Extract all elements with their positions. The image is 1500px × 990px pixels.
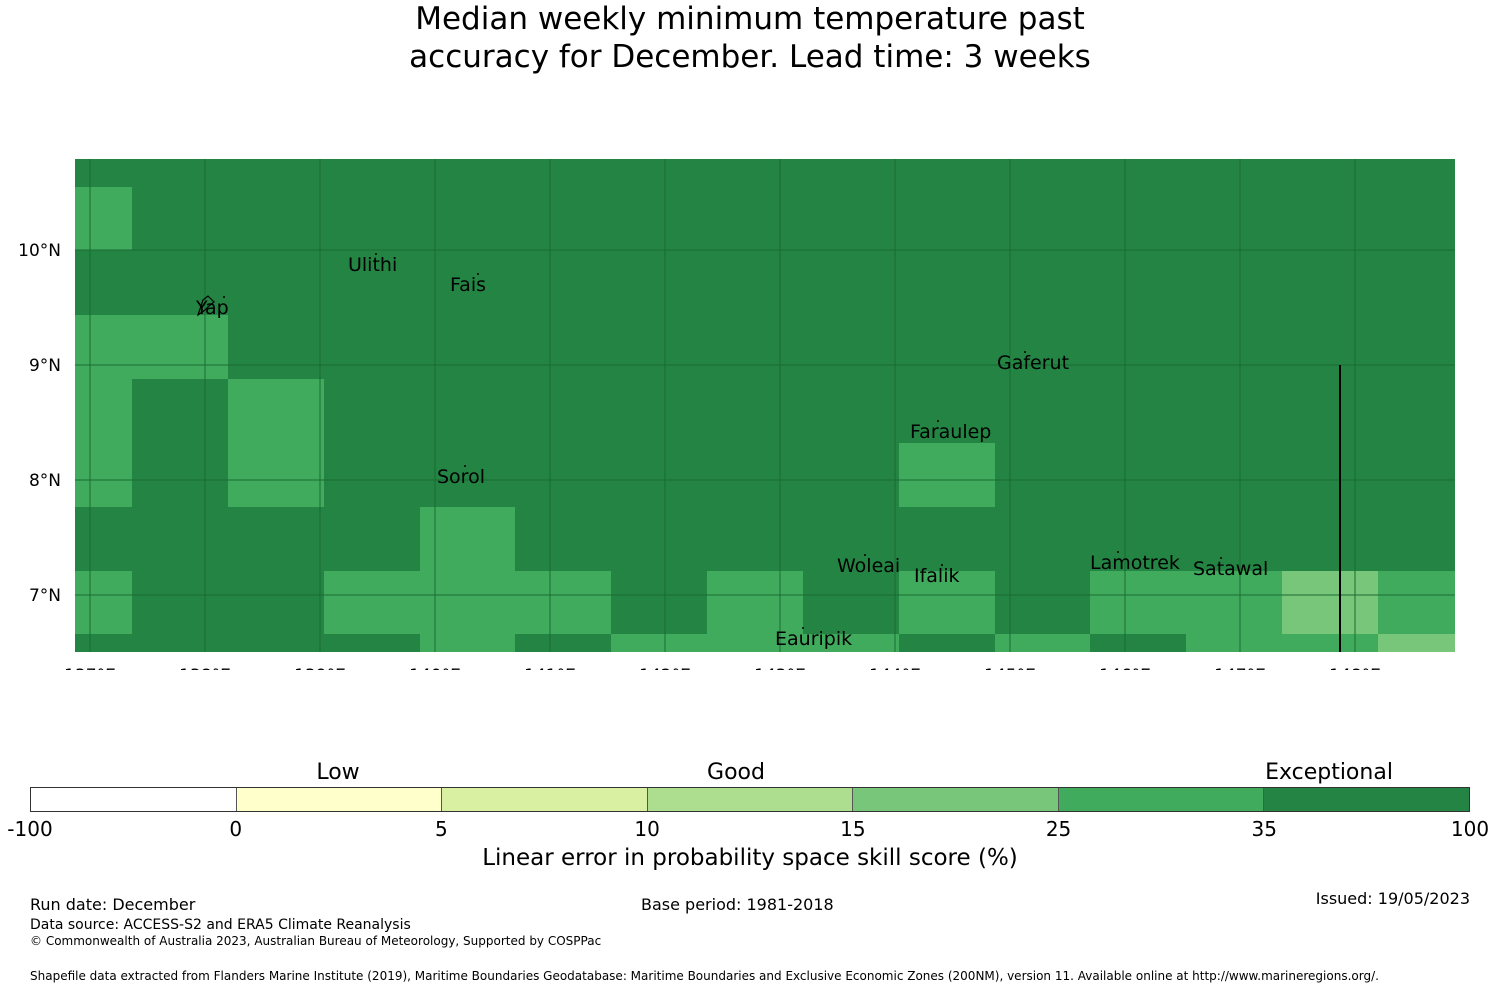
longitude-ticks: 137°E 138°E 139°E 140°E 141°E 142°E 143°E 144°E… bbox=[64, 666, 1381, 670]
skill-cell bbox=[420, 507, 515, 652]
island-marker bbox=[941, 564, 943, 566]
legend-category-label: Good bbox=[707, 760, 765, 785]
place-label-yap: Yap bbox=[195, 297, 229, 319]
island-marker bbox=[223, 296, 225, 298]
place-label-eauripik: Eauripik bbox=[775, 628, 852, 650]
island-marker bbox=[1117, 551, 1119, 553]
data-source: Data source: ACCESS-S2 and ERA5 Climate … bbox=[30, 917, 411, 933]
map-panel: 137°E 138°E 139°E 140°E 141°E 142°E 143°E 144°E… bbox=[0, 150, 1500, 670]
skill-cell bbox=[75, 571, 132, 634]
latitude-tick-label: 10°N bbox=[18, 241, 61, 261]
island-marker bbox=[864, 554, 866, 556]
longitude-tick-label: 140°E bbox=[409, 666, 461, 670]
place-label-woleai: Woleai bbox=[837, 555, 900, 577]
skill-cell bbox=[611, 634, 707, 652]
legend-bin bbox=[853, 788, 1059, 811]
skill-cell bbox=[899, 571, 995, 634]
place-label-lamotrek: Lamotrek bbox=[1090, 552, 1180, 574]
legend-bin bbox=[1058, 788, 1265, 811]
skill-cell bbox=[515, 571, 611, 634]
skill-cell bbox=[1282, 571, 1378, 634]
skill-cells bbox=[75, 159, 1455, 652]
place-label-fais: Fais bbox=[450, 274, 486, 296]
island-marker bbox=[1220, 557, 1222, 559]
legend-bin bbox=[442, 788, 648, 811]
legend-edge-label: 0 bbox=[229, 817, 243, 841]
skill-cell bbox=[995, 634, 1090, 652]
island-marker bbox=[1024, 351, 1026, 353]
longitude-tick-label: 138°E bbox=[179, 666, 231, 670]
island-marker bbox=[375, 253, 377, 255]
island-marker bbox=[464, 465, 466, 467]
island-marker bbox=[802, 627, 804, 629]
legend-category-label: Exceptional bbox=[1265, 760, 1393, 785]
legend-category-label: Low bbox=[316, 760, 360, 785]
skill-cell bbox=[1378, 571, 1455, 634]
graticule bbox=[75, 159, 1455, 652]
skill-cell bbox=[707, 571, 803, 652]
issued-date: Issued: 19/05/2023 bbox=[1315, 889, 1470, 908]
skill-map: 137°E 138°E 139°E 140°E 141°E 142°E 143°E 144°E… bbox=[18, 159, 1455, 670]
legend-title: Linear error in probability space skill … bbox=[482, 845, 1018, 871]
skill-cell bbox=[75, 187, 132, 250]
shapefile-credit: Shapefile data extracted from Flanders M… bbox=[30, 969, 1379, 983]
place-label-faraulep: Faraulep bbox=[910, 421, 991, 443]
skill-cell bbox=[1282, 634, 1378, 652]
legend-bin bbox=[647, 788, 854, 811]
place-label-ifalik: Ifalik bbox=[914, 565, 960, 587]
skill-cell bbox=[75, 379, 132, 507]
longitude-tick-label: 142°E bbox=[639, 666, 691, 670]
legend-edge-label: 35 bbox=[1251, 817, 1278, 841]
place-labels: Ulithi Fais Yap Gaferut Faraulep Sorol Woleai I… bbox=[195, 253, 1268, 650]
legend-edge-label: 100 bbox=[1450, 817, 1490, 841]
skill-cell bbox=[1186, 634, 1282, 652]
longitude-tick-label: 141°E bbox=[524, 666, 576, 670]
longitude-tick-label: 139°E bbox=[294, 666, 346, 670]
latitude-ticks: 10°N 9°N 8°N 7°N bbox=[18, 241, 61, 606]
legend-bin bbox=[236, 788, 443, 811]
longitude-tick-label: 137°E bbox=[64, 666, 116, 670]
longitude-tick-label: 145°E bbox=[984, 666, 1036, 670]
map-title: Median weekly minimum temperature past a… bbox=[0, 0, 1500, 76]
skill-cell bbox=[1378, 634, 1455, 652]
skill-cell bbox=[1090, 571, 1282, 634]
run-date: Run date: December bbox=[30, 895, 196, 914]
latitude-tick-label: 7°N bbox=[29, 586, 61, 606]
legend-edge-label: 5 bbox=[435, 817, 448, 841]
latitude-tick-label: 9°N bbox=[29, 356, 61, 376]
skill-cell bbox=[228, 379, 324, 507]
skill-cell bbox=[803, 634, 899, 652]
legend-edge-label: 15 bbox=[840, 817, 866, 841]
island-marker bbox=[477, 273, 479, 275]
latitude-tick-label: 8°N bbox=[29, 471, 61, 491]
legend-colorbar bbox=[30, 787, 1470, 812]
place-label-sorol: Sorol bbox=[437, 466, 485, 488]
place-label-satawal: Satawal bbox=[1193, 558, 1268, 580]
island-marker bbox=[937, 420, 939, 422]
legend-bin bbox=[31, 788, 237, 811]
legend-edge-label: -100 bbox=[7, 817, 53, 841]
place-label-gaferut: Gaferut bbox=[997, 352, 1069, 374]
skill-cell bbox=[324, 571, 420, 634]
base-period: Base period: 1981-2018 bbox=[641, 895, 834, 914]
copyright: © Commonwealth of Australia 2023, Austra… bbox=[30, 934, 602, 948]
legend-bin bbox=[1264, 788, 1470, 811]
skill-cell bbox=[75, 315, 228, 379]
legend-edge-label: 25 bbox=[1045, 817, 1072, 841]
longitude-tick-label: 147°E bbox=[1214, 666, 1266, 670]
place-label-ulithi: Ulithi bbox=[348, 254, 397, 276]
yap-island-outline bbox=[196, 295, 215, 317]
title-line-2: accuracy for December. Lead time: 3 week… bbox=[409, 39, 1091, 75]
title-line-1: Median weekly minimum temperature past bbox=[415, 1, 1085, 37]
longitude-tick-label: 144°E bbox=[869, 666, 921, 670]
longitude-tick-label: 146°E bbox=[1099, 666, 1151, 670]
skill-cell bbox=[899, 443, 995, 507]
legend-edge-label: 10 bbox=[634, 817, 660, 841]
longitude-tick-label: 143°E bbox=[754, 666, 806, 670]
longitude-tick-label: 148°E bbox=[1329, 666, 1381, 670]
